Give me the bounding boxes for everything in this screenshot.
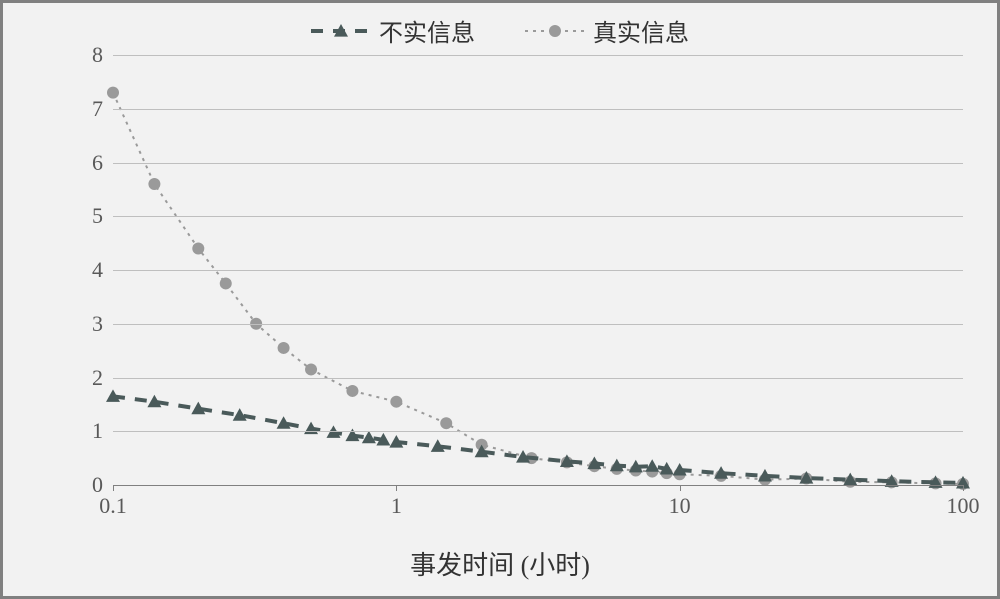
x-tick-mark xyxy=(113,485,114,491)
plot-area: 0123456780.1110100 xyxy=(113,55,963,485)
gridline xyxy=(113,163,963,164)
x-tick-mark xyxy=(680,485,681,491)
y-tick-label: 3 xyxy=(92,311,103,337)
marker-true-info xyxy=(346,385,358,397)
x-tick-label: 100 xyxy=(947,493,980,519)
legend-line-true-info xyxy=(525,19,585,43)
y-tick-label: 7 xyxy=(92,96,103,122)
legend-label-false-info: 不实信息 xyxy=(379,13,475,48)
gridline xyxy=(113,270,963,271)
series-line-false-info xyxy=(113,396,963,483)
marker-true-info xyxy=(390,396,402,408)
y-tick-label: 8 xyxy=(92,42,103,68)
x-tick-mark xyxy=(963,485,964,491)
marker-true-info xyxy=(107,87,119,99)
gridline xyxy=(113,109,963,110)
x-tick-label: 0.1 xyxy=(99,493,127,519)
y-tick-label: 4 xyxy=(92,257,103,283)
x-tick-label: 1 xyxy=(391,493,402,519)
marker-true-info xyxy=(278,342,290,354)
gridline xyxy=(113,431,963,432)
gridline xyxy=(113,55,963,56)
legend-swatch-true-info xyxy=(525,19,585,43)
series-line-true-info xyxy=(113,93,963,484)
x-axis-title: 事发时间 (小时) xyxy=(410,545,590,582)
gridline xyxy=(113,216,963,217)
legend-item-false-info: 不实信息 xyxy=(311,13,475,48)
x-axis-line xyxy=(113,485,963,486)
legend-line-false-info xyxy=(311,19,371,43)
chart-container: 微博所占百分比 (%) 事发时间 (小时) 0123456780.1110100… xyxy=(0,0,1000,599)
y-tick-label: 5 xyxy=(92,203,103,229)
marker-true-info xyxy=(220,277,232,289)
marker-true-info xyxy=(192,243,204,255)
gridline xyxy=(113,378,963,379)
x-tick-mark xyxy=(396,485,397,491)
y-tick-label: 1 xyxy=(92,418,103,444)
legend-label-true-info: 真实信息 xyxy=(593,13,689,48)
legend: 不实信息 真实信息 xyxy=(311,13,689,48)
marker-true-info xyxy=(305,363,317,375)
y-tick-label: 6 xyxy=(92,150,103,176)
y-tick-label: 2 xyxy=(92,365,103,391)
marker-true-info xyxy=(148,178,160,190)
gridline xyxy=(113,324,963,325)
legend-swatch-false-info xyxy=(311,19,371,43)
legend-item-true-info: 真实信息 xyxy=(525,13,689,48)
x-tick-label: 10 xyxy=(669,493,691,519)
marker-true-info xyxy=(440,417,452,429)
